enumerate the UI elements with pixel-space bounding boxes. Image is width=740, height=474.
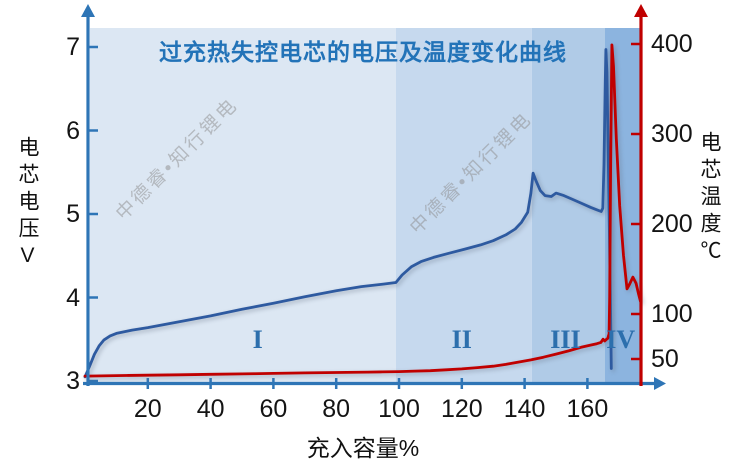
x-tick-label: 60 — [259, 395, 288, 423]
region-label-II: II — [451, 325, 472, 354]
x-tick-label: 20 — [133, 395, 162, 423]
x-axis-arrow-icon — [654, 377, 666, 390]
y-axis-title-temperature: 电芯温度℃ — [698, 131, 721, 266]
y-left-tick-label: 5 — [66, 200, 80, 228]
region-label-III: III — [550, 325, 581, 354]
stage-band-I — [90, 28, 396, 382]
y-right-tick-label: 50 — [651, 345, 679, 373]
temperature-curve — [83, 43, 642, 378]
y-left-tick-label: 7 — [66, 33, 80, 61]
x-tick-label: 80 — [322, 395, 351, 423]
y-left-tick-label: 4 — [66, 283, 80, 312]
chart-title: 过充热失控电芯的电压及温度变化曲线 — [159, 39, 567, 65]
voltage-curve — [83, 48, 613, 379]
y-right-tick-label: 300 — [651, 120, 693, 148]
y-left-axis-arrow-icon — [81, 4, 95, 17]
x-tick-label: 100 — [378, 395, 420, 423]
x-tick-label: 160 — [566, 395, 609, 423]
stage-band-II — [395, 28, 532, 382]
y-left-tick-label: 3 — [66, 367, 80, 395]
y-axis-title-voltage: 电芯电压V — [16, 136, 39, 273]
x-axis-title: 充入容量% — [306, 435, 420, 461]
y-right-tick-label: 200 — [651, 210, 693, 238]
stage-band-III — [531, 28, 605, 382]
x-tick-label: 120 — [440, 395, 483, 423]
y-right-tick-label: 100 — [651, 300, 693, 328]
region-label-I: I — [252, 325, 263, 354]
region-label-IV: IV — [606, 325, 636, 354]
x-tick-label: 140 — [503, 395, 546, 423]
x-tick-label: 40 — [196, 395, 225, 423]
y-right-tick-label: 400 — [651, 30, 693, 58]
y-left-tick-label: 6 — [66, 116, 80, 145]
y-right-axis-arrow-icon — [634, 4, 648, 17]
